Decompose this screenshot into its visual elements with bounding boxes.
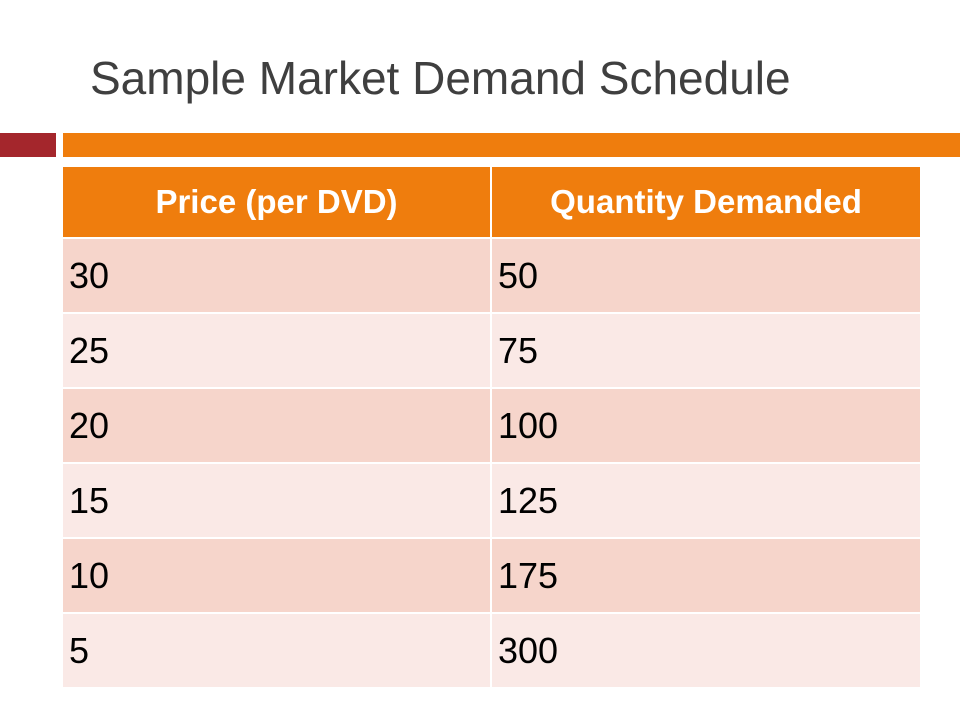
quantity-cell: 50: [491, 237, 920, 313]
quantity-cell: 100: [491, 387, 920, 463]
demand-schedule-table: Price (per DVD) Quantity Demanded 30 50 …: [63, 167, 920, 687]
price-cell: 25: [63, 312, 492, 388]
table-row: 25 75: [63, 312, 920, 388]
price-cell: 30: [63, 237, 492, 313]
table-row: 5 300: [63, 612, 920, 687]
quantity-cell: 175: [491, 537, 920, 613]
table-row: 10 175: [63, 537, 920, 613]
slide-title: Sample Market Demand Schedule: [90, 52, 791, 104]
table-row: 20 100: [63, 387, 920, 463]
accent-bar-red: [0, 133, 56, 157]
price-cell: 10: [63, 537, 492, 613]
price-cell: 15: [63, 462, 492, 538]
accent-bar-orange: [63, 133, 960, 157]
quantity-cell: 125: [491, 462, 920, 538]
table-header-row: Price (per DVD) Quantity Demanded: [63, 167, 920, 238]
header-quantity-demanded: Quantity Demanded: [491, 167, 920, 238]
table-row: 30 50: [63, 237, 920, 313]
table-row: 15 125: [63, 462, 920, 538]
quantity-cell: 300: [491, 612, 920, 687]
price-cell: 5: [63, 612, 492, 687]
header-price: Price (per DVD): [63, 167, 492, 238]
quantity-cell: 75: [491, 312, 920, 388]
price-cell: 20: [63, 387, 492, 463]
